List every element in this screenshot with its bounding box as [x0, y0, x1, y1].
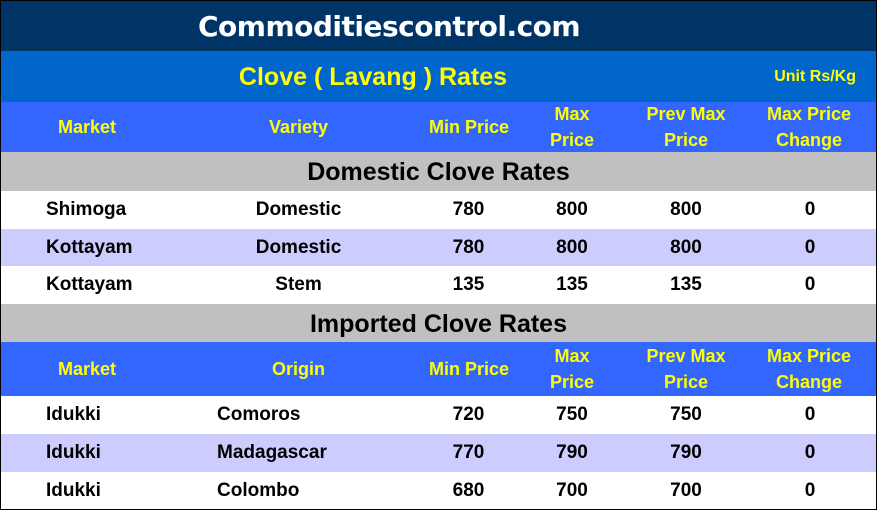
- cell-max-price-change: 0: [804, 274, 816, 295]
- table-row: Kottayam Domestic 780 800 800 0: [1, 229, 876, 266]
- col-variety: Variety: [268, 117, 329, 137]
- table-row: Idukki Madagascar 770 790 790 0: [1, 434, 876, 472]
- cell-max-price: 800: [556, 236, 588, 258]
- cell-second: Colombo: [217, 479, 300, 501]
- cell-second: Domestic: [255, 236, 342, 258]
- cell-prev-max-price: 800: [670, 236, 702, 258]
- cell-max-price: 135: [556, 274, 588, 295]
- col-market: Market: [57, 117, 117, 137]
- cell-max-price-change: 0: [804, 404, 816, 425]
- cell-min-price: 780: [452, 236, 485, 258]
- cell-min-price: 780: [452, 199, 485, 220]
- unit-label: Unit Rs/Kg: [774, 68, 856, 85]
- cell-min-price: 770: [452, 442, 485, 463]
- col-prev-max-price: Prev Max Price: [646, 104, 726, 150]
- col-max-price-change: Max Price Change: [766, 346, 852, 392]
- cell-market: Kottayam: [46, 236, 133, 258]
- cell-second: Stem: [275, 274, 322, 295]
- cell-max-price: 800: [556, 199, 588, 220]
- table-row: Idukki Comoros 720 750 750 0: [1, 396, 876, 434]
- cell-market: Idukki: [46, 442, 101, 463]
- cell-prev-max-price: 700: [670, 479, 702, 501]
- cell-second: Madagascar: [217, 442, 327, 463]
- table-row: Shimoga Domestic 780 800 800 0: [1, 191, 876, 229]
- cell-max-price: 750: [556, 404, 588, 425]
- cell-second: Domestic: [255, 199, 342, 220]
- imported-column-headers: Market Origin Min Price Max Price Prev M…: [1, 342, 876, 396]
- cell-prev-max-price: 135: [670, 274, 702, 295]
- cell-prev-max-price: 790: [670, 442, 702, 463]
- cell-prev-max-price: 750: [670, 404, 702, 425]
- cell-market: Kottayam: [46, 274, 133, 295]
- cell-market: Idukki: [46, 404, 101, 425]
- cell-max-price-change: 0: [804, 442, 816, 463]
- site-title: Commoditiescontrol.com: [198, 10, 581, 43]
- site-banner: Commoditiescontrol.com: [1, 1, 876, 51]
- cell-max-price-change: 0: [804, 199, 816, 220]
- cell-market: Shimoga: [46, 199, 127, 220]
- section-domestic: Domestic Clove Rates: [1, 152, 876, 191]
- col-max-price: Max Price: [549, 346, 595, 392]
- cell-max-price-change: 0: [804, 479, 816, 501]
- cell-min-price: 720: [452, 404, 485, 425]
- table-row: Kottayam Stem 135 135 135 0: [1, 266, 876, 304]
- cell-max-price: 700: [556, 479, 588, 501]
- col-origin: Origin: [272, 359, 325, 379]
- cell-second: Comoros: [217, 404, 301, 425]
- domestic-column-headers: Market Variety Min Price Max Price Prev …: [1, 102, 876, 152]
- cell-min-price: 680: [452, 479, 485, 501]
- cell-min-price: 135: [452, 274, 485, 295]
- col-market: Market: [57, 359, 117, 379]
- cell-max-price-change: 0: [804, 236, 816, 258]
- title-bar: Clove ( Lavang ) Rates Unit Rs/Kg: [1, 51, 876, 102]
- section-imported: Imported Clove Rates: [1, 304, 876, 342]
- col-prev-max-price: Prev Max Price: [646, 346, 726, 392]
- col-min-price: Min Price: [428, 359, 510, 379]
- col-max-price: Max Price: [549, 104, 595, 150]
- col-min-price: Min Price: [428, 117, 510, 137]
- table-row: Idukki Colombo 680 700 700 0: [1, 472, 876, 509]
- col-max-price-change: Max Price Change: [766, 104, 852, 150]
- cell-max-price: 790: [556, 442, 588, 463]
- cell-market: Idukki: [46, 479, 101, 501]
- cell-prev-max-price: 800: [670, 199, 702, 220]
- page-title: Clove ( Lavang ) Rates: [238, 63, 508, 91]
